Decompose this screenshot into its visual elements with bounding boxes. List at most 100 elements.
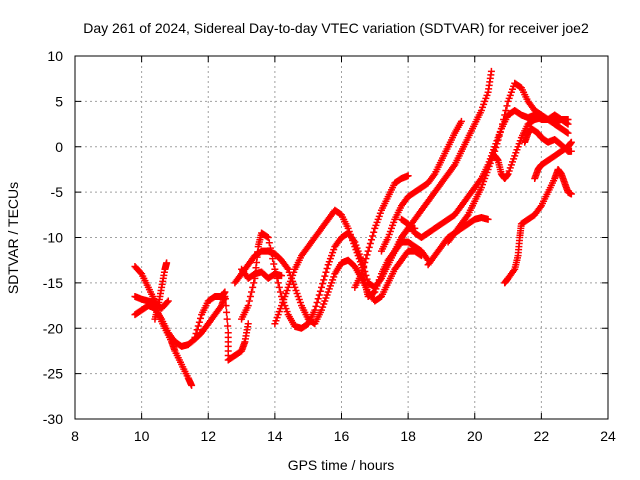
data-point <box>316 287 324 295</box>
y-tick-label: -25 <box>43 366 63 382</box>
x-tick-label: 18 <box>400 428 416 444</box>
data-point <box>283 264 291 272</box>
data-point <box>248 288 256 296</box>
data-point <box>319 280 327 288</box>
data-point <box>221 288 229 296</box>
data-point <box>249 283 257 291</box>
x-tick-label: 16 <box>334 428 350 444</box>
data-point <box>500 116 508 124</box>
data-point <box>323 265 331 273</box>
y-tick-label: -10 <box>43 230 63 246</box>
data-point <box>194 322 202 330</box>
y-tick-label: 5 <box>55 93 63 109</box>
series-trace-18 <box>531 138 575 183</box>
data-point <box>224 322 232 330</box>
data-point <box>322 268 330 276</box>
data-point <box>536 203 544 211</box>
data-point <box>361 258 369 266</box>
data-point <box>365 243 373 251</box>
x-tick-labels: 8 10 12 14 16 18 20 22 24 <box>71 428 616 444</box>
data-point <box>503 102 511 110</box>
x-tick-label: 10 <box>134 428 150 444</box>
data-point <box>496 128 504 136</box>
data-point <box>370 289 378 297</box>
data-point <box>476 176 484 184</box>
data-point <box>495 132 503 140</box>
data-point <box>366 240 374 248</box>
y-tick-label: -15 <box>43 275 63 291</box>
data-point <box>188 381 196 389</box>
data-point <box>266 244 274 252</box>
data-series <box>131 67 575 389</box>
data-point <box>404 172 412 180</box>
data-point <box>244 320 252 328</box>
data-point <box>311 306 319 314</box>
data-point <box>563 128 571 136</box>
series-trace-6 <box>231 247 425 328</box>
data-point <box>315 291 323 299</box>
data-point <box>195 318 203 326</box>
data-point <box>499 120 507 128</box>
data-point <box>370 228 378 236</box>
data-point <box>501 111 509 119</box>
x-tick-label: 8 <box>71 428 79 444</box>
data-point <box>364 247 372 255</box>
data-point <box>276 288 284 296</box>
data-point <box>264 234 272 241</box>
data-point <box>164 297 172 305</box>
data-point <box>246 292 254 300</box>
data-point <box>244 302 252 310</box>
data-point <box>221 295 229 303</box>
data-point <box>457 117 465 125</box>
data-point <box>268 249 276 257</box>
chart-title: Day 261 of 2024, Sidereal Day-to-day VTE… <box>83 20 589 36</box>
data-point <box>263 233 271 241</box>
y-tick-labels: -30 -25 -20 -15 -10 -5 0 5 10 <box>43 48 63 427</box>
data-point <box>313 299 321 307</box>
series-trace-4 <box>151 259 171 323</box>
data-point <box>450 162 458 170</box>
y-tick-label: 0 <box>55 139 63 155</box>
series-trace-5 <box>191 288 252 364</box>
data-point <box>484 215 492 223</box>
y-tick-label: -30 <box>43 411 63 427</box>
data-point <box>564 129 572 137</box>
data-point <box>274 279 282 287</box>
data-point <box>245 297 253 305</box>
data-point <box>192 330 200 338</box>
series-trace-15 <box>444 79 572 246</box>
data-point <box>363 251 371 259</box>
data-point <box>314 295 322 303</box>
data-point <box>321 272 329 280</box>
x-tick-label: 12 <box>200 428 216 444</box>
data-point <box>193 326 201 334</box>
data-point <box>567 147 575 155</box>
data-point <box>492 144 500 152</box>
data-point <box>223 315 231 323</box>
data-point <box>163 259 171 267</box>
data-point <box>312 302 320 310</box>
data-point <box>367 236 375 244</box>
data-point <box>265 239 273 247</box>
data-point <box>270 260 278 268</box>
data-point <box>487 67 495 75</box>
y-tick-label: -5 <box>51 184 64 200</box>
series-trace-14 <box>397 106 572 241</box>
data-point <box>494 136 502 144</box>
data-point <box>463 212 471 220</box>
data-point <box>567 190 575 198</box>
data-point <box>320 276 328 284</box>
data-point <box>196 314 204 322</box>
data-point <box>318 283 326 291</box>
y-tick-label: 10 <box>47 48 63 64</box>
series-trace-9 <box>238 265 286 282</box>
data-point <box>502 106 510 114</box>
x-tick-label: 14 <box>267 428 283 444</box>
data-point <box>510 267 518 275</box>
data-point <box>250 279 258 287</box>
data-point <box>222 302 230 310</box>
data-point <box>369 232 377 240</box>
data-point <box>223 308 231 316</box>
series-trace-11 <box>377 117 465 255</box>
